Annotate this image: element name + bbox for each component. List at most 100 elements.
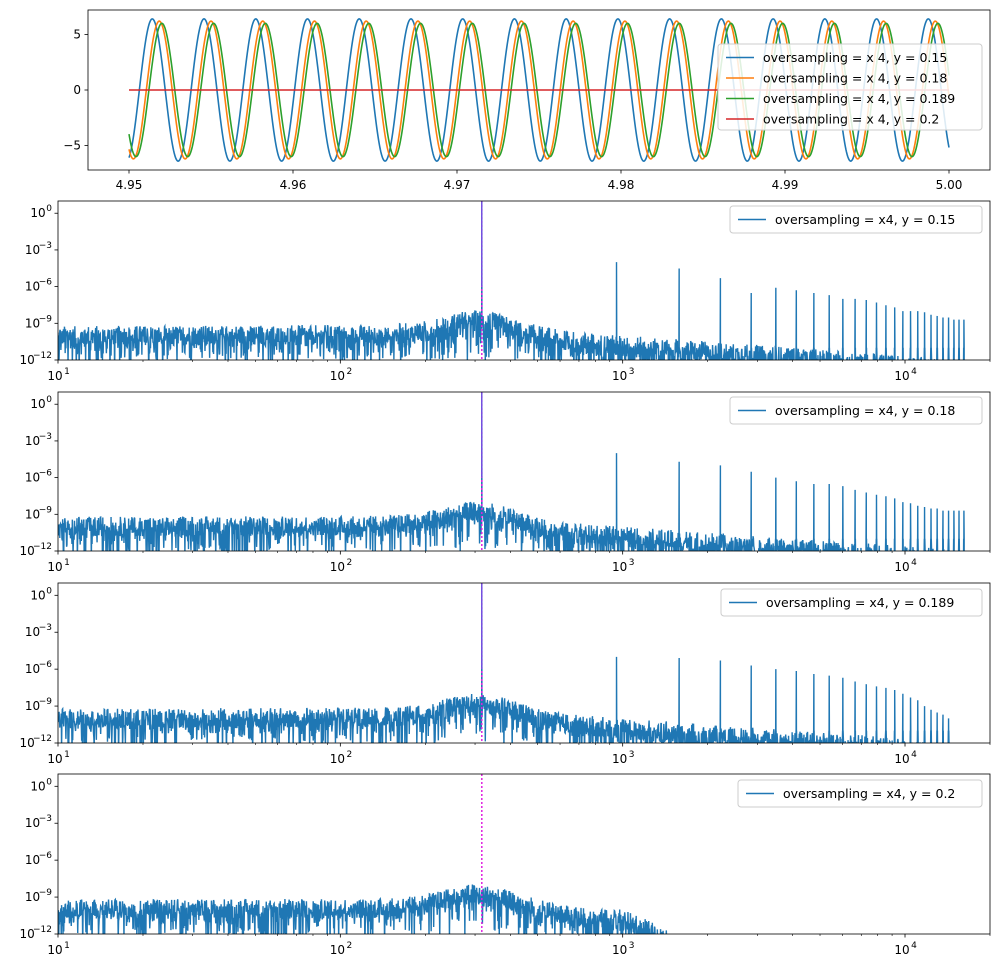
y-tick-label: −5 (63, 139, 81, 153)
x-tick-exponent: 3 (629, 941, 635, 951)
y-tick-exponent: 0 (46, 204, 52, 214)
legend: oversampling = x 4, y = 0.15 oversampling… (717, 43, 983, 131)
axes-frame (57, 582, 991, 744)
plot-area (58, 201, 965, 360)
legend: oversampling = x4, y = 0.189 (720, 588, 983, 617)
x-tick-label: 10 (330, 943, 345, 957)
y-tick-label: 10 (25, 316, 40, 330)
y-tick-exponent: 0 (46, 395, 52, 405)
y-tick-label: 10 (25, 816, 40, 830)
legend-label: oversampling = x 4, y = 0.2 (763, 112, 939, 127)
legend-box (729, 396, 983, 425)
axes-frame (57, 773, 991, 935)
x-tick-label: 10 (894, 752, 909, 766)
y-tick-label: 10 (20, 544, 35, 558)
axes-frame (57, 391, 991, 552)
x-tick-label: 4.95 (116, 178, 143, 192)
plot-area (58, 774, 668, 934)
legend-label: oversampling = x4, y = 0.15 (775, 212, 955, 227)
series-line-2 (128, 20, 950, 160)
y-tick-label: 10 (20, 927, 35, 941)
y-tick-label: 10 (20, 353, 35, 367)
y-tick-exponent: 0 (46, 586, 52, 596)
legend-box (737, 779, 983, 808)
spectrum-line (58, 583, 950, 743)
y-tick-exponent: −3 (39, 623, 52, 633)
legend-label: oversampling = x 4, y = 0.189 (763, 91, 955, 106)
y-tick-exponent: −9 (39, 314, 53, 324)
x-tick-exponent: 1 (64, 558, 70, 568)
y-tick-exponent: −12 (33, 734, 52, 744)
y-tick-label: 10 (25, 890, 40, 904)
legend-box (720, 588, 983, 617)
x-tick-label: 4.96 (280, 178, 307, 192)
x-tick-exponent: 1 (64, 367, 70, 377)
x-tick-label: 10 (47, 752, 62, 766)
y-tick-label: 5 (73, 27, 81, 41)
x-tick-label: 10 (47, 369, 62, 383)
y-tick-exponent: −12 (33, 925, 52, 935)
legend: oversampling = x4, y = 0.15 (729, 205, 983, 234)
y-tick-label: 10 (30, 206, 45, 220)
x-tick-label: 10 (612, 943, 627, 957)
spectrum-line (58, 884, 668, 934)
series-line-3 (128, 22, 950, 158)
x-tick-exponent: 3 (629, 750, 635, 760)
legend-label: oversampling = x4, y = 0.2 (783, 786, 955, 801)
x-tick-exponent: 4 (911, 941, 917, 951)
x-tick-label: 10 (330, 752, 345, 766)
x-tick-label: 4.97 (444, 178, 471, 192)
y-tick-exponent: −6 (39, 469, 53, 479)
axes-5: 10 1 10 2 10 3 10 410 010−310−610−910−12oversamp… (20, 773, 991, 957)
y-tick-label: 10 (20, 736, 35, 750)
x-tick-label: 10 (330, 560, 345, 574)
x-tick-label: 10 (612, 369, 627, 383)
x-tick-label: 10 (47, 560, 62, 574)
y-tick-label: 10 (25, 243, 40, 257)
x-tick-exponent: 2 (346, 367, 352, 377)
x-tick-label: 4.99 (772, 178, 799, 192)
y-tick-exponent: −6 (39, 851, 53, 861)
x-tick-exponent: 3 (629, 367, 635, 377)
x-tick-exponent: 3 (629, 558, 635, 568)
y-tick-label: 10 (25, 853, 40, 867)
y-tick-label: 10 (25, 507, 40, 521)
plot-area (58, 583, 950, 743)
x-tick-exponent: 4 (911, 750, 917, 760)
y-tick-exponent: 0 (46, 777, 52, 787)
y-tick-label: 10 (30, 779, 45, 793)
x-tick-exponent: 1 (64, 750, 70, 760)
x-tick-label: 10 (894, 943, 909, 957)
y-tick-label: 0 (73, 83, 81, 97)
x-tick-exponent: 1 (64, 941, 70, 951)
x-tick-exponent: 2 (346, 750, 352, 760)
x-tick-label: 10 (612, 752, 627, 766)
legend-label: oversampling = x 4, y = 0.18 (763, 71, 947, 86)
x-tick-label: 10 (47, 943, 62, 957)
axes-2: 10 1 10 2 10 3 10 410 010−310−610−910−12oversamp… (20, 200, 991, 383)
y-tick-exponent: −6 (39, 660, 53, 670)
legend: oversampling = x4, y = 0.2 (737, 779, 983, 808)
x-tick-label: 10 (612, 560, 627, 574)
y-tick-exponent: −12 (33, 542, 52, 552)
y-tick-label: 10 (30, 588, 45, 602)
x-tick-exponent: 2 (346, 941, 352, 951)
spectrum-line (58, 201, 965, 360)
y-tick-label: 10 (25, 471, 40, 485)
x-tick-label: 10 (894, 369, 909, 383)
y-tick-label: 10 (25, 280, 40, 294)
legend-label: oversampling = x 4, y = 0.15 (763, 50, 947, 65)
x-tick-exponent: 2 (346, 558, 352, 568)
y-tick-exponent: −9 (39, 697, 53, 707)
x-tick-label: 10 (330, 369, 345, 383)
y-tick-label: 10 (25, 434, 40, 448)
legend-label: oversampling = x4, y = 0.18 (775, 403, 955, 418)
legend: oversampling = x4, y = 0.18 (729, 396, 983, 425)
y-tick-label: 10 (25, 662, 40, 676)
y-tick-exponent: −12 (33, 351, 52, 361)
x-tick-label: 10 (894, 560, 909, 574)
axes-frame (57, 200, 991, 361)
x-tick-exponent: 4 (911, 558, 917, 568)
plot-area (58, 392, 965, 551)
